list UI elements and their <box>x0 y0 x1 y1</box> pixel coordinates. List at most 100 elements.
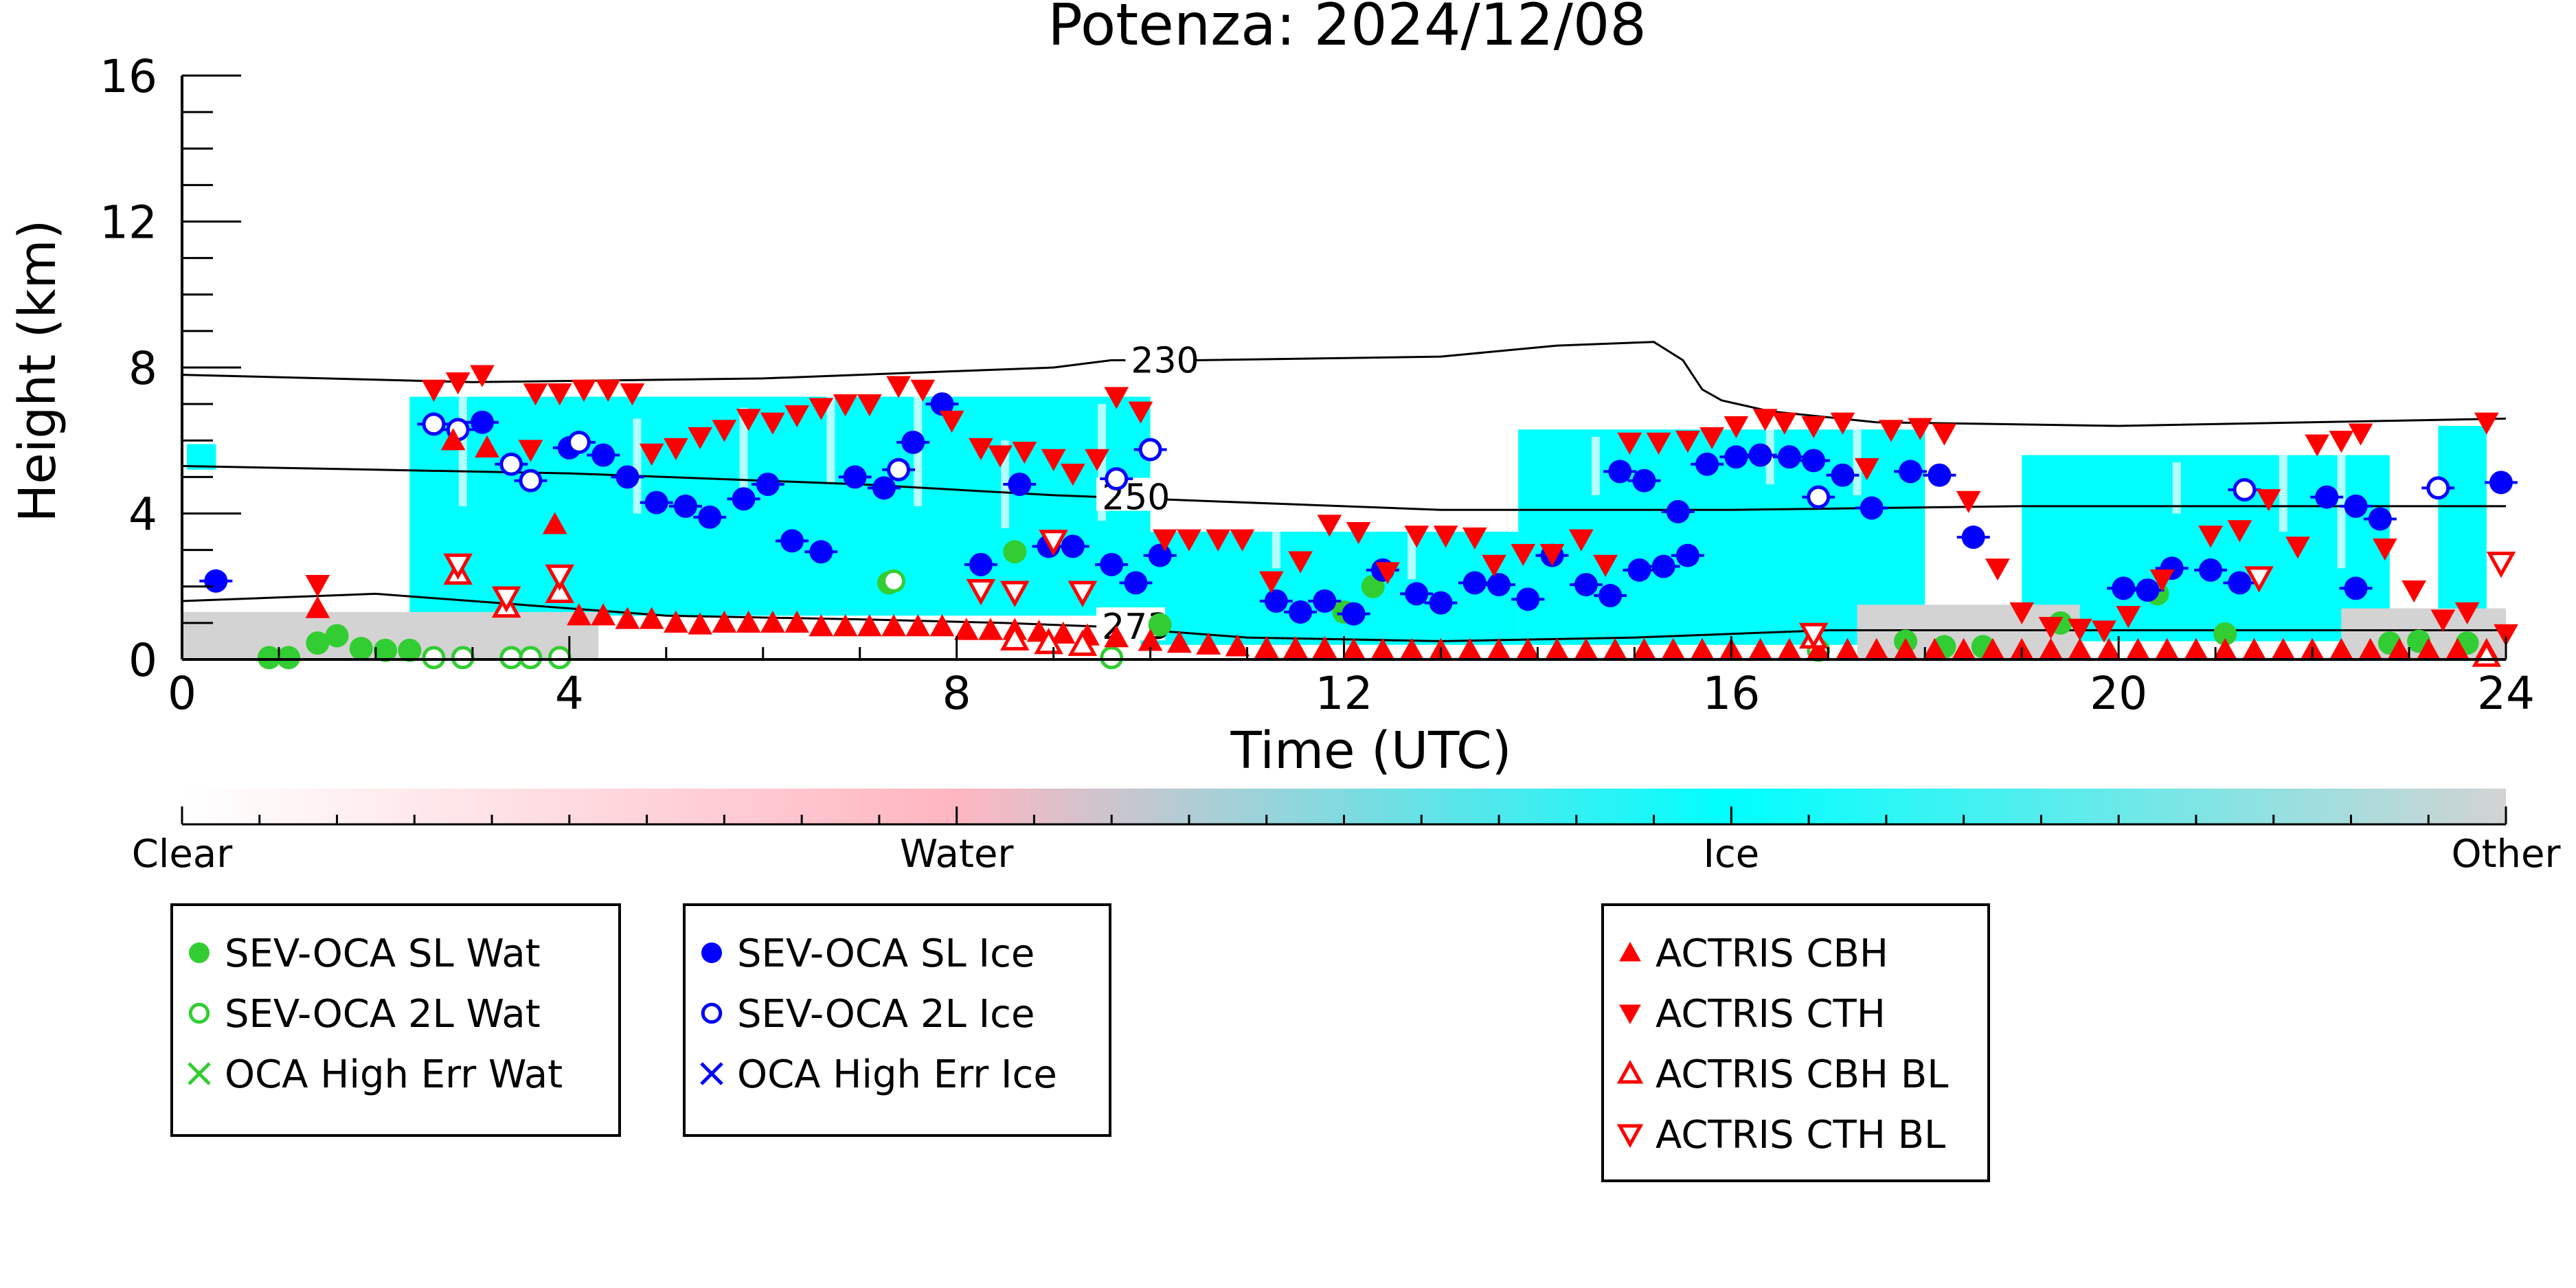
data-point <box>398 638 422 662</box>
data-point <box>1003 540 1027 564</box>
data-point <box>1675 543 1699 567</box>
data-point <box>1433 526 1458 548</box>
data-point <box>1854 457 1879 481</box>
data-point <box>953 618 979 640</box>
data-point <box>421 379 447 402</box>
legend-box: SEV-OCA SL Ice SEV-OCA 2L Ice OCA High Err… <box>683 903 1111 1137</box>
data-point <box>1342 602 1366 626</box>
contour-250 <box>181 464 2506 511</box>
data-point <box>1148 543 1172 567</box>
data-point <box>591 443 615 467</box>
data-point <box>698 505 722 529</box>
y-tick-label: 12 <box>100 196 157 249</box>
data-point <box>760 412 785 435</box>
data-point <box>547 646 572 670</box>
legend-marker <box>701 1002 723 1024</box>
data-point <box>969 552 993 576</box>
data-point <box>2112 576 2136 600</box>
data-point <box>809 614 834 637</box>
data-point <box>1167 631 1192 653</box>
data-point <box>1798 622 1829 649</box>
data-point <box>2270 637 2296 660</box>
legend-entry-label: ACTRIS CTH BL <box>1656 1113 1945 1157</box>
data-point <box>1830 412 1855 435</box>
data-point <box>2402 580 2426 603</box>
x-tick-label: 24 <box>2477 667 2535 720</box>
data-point <box>1666 499 1690 523</box>
data-point <box>1196 632 1221 655</box>
data-point <box>1039 530 1068 556</box>
legend-marker <box>189 942 210 963</box>
data-point <box>257 646 281 670</box>
data-point <box>1801 416 1826 439</box>
data-point <box>780 529 804 553</box>
data-point <box>615 465 640 489</box>
y-axis-label: Height (km) <box>8 220 67 523</box>
data-point <box>1008 473 1032 496</box>
data-point <box>1752 409 1778 431</box>
data-point <box>1050 621 1076 644</box>
data-point <box>1012 442 1037 464</box>
x-tick-label: 20 <box>2090 667 2147 720</box>
legend-box: ACTRIS CBH ACTRIS CTH ACTRIS CBH BL ACTRIS … <box>1601 903 1990 1182</box>
colorbar-label: Ice <box>1703 832 1759 877</box>
data-point <box>1404 526 1430 548</box>
data-point <box>422 646 446 670</box>
data-point <box>1908 418 1933 440</box>
data-point <box>1724 445 1748 469</box>
data-point <box>1124 571 1148 595</box>
contour-273 <box>181 592 2506 642</box>
data-point <box>1375 562 1400 585</box>
cloud-gap-streak <box>2172 462 2181 514</box>
data-point <box>1067 580 1098 607</box>
data-point <box>1225 634 1250 657</box>
data-point <box>1346 521 1371 545</box>
data-point <box>1617 432 1642 455</box>
data-point <box>1177 529 1201 552</box>
legend-entry-label: ACTRIS CTH <box>1656 992 1886 1037</box>
data-point <box>615 607 640 629</box>
data-point <box>2184 637 2208 660</box>
data-point <box>2241 637 2267 660</box>
data-point <box>1807 485 1831 509</box>
data-point <box>2154 637 2180 660</box>
data-point <box>374 638 398 662</box>
data-point <box>1152 529 1177 552</box>
legend-entry-label: ACTRIS CBH BL <box>1656 1052 1948 1097</box>
data-point <box>1568 529 1594 552</box>
data-point <box>1627 558 1651 582</box>
data-point <box>305 596 330 618</box>
data-point <box>2372 538 2397 561</box>
data-point <box>1961 526 1985 550</box>
ice-cloud-morning <box>409 396 1151 616</box>
data-point <box>1105 467 1129 490</box>
data-point <box>1258 571 1284 594</box>
colorbar-label: Water <box>900 832 1015 877</box>
data-point <box>1675 431 1700 453</box>
data-point <box>1646 432 1671 455</box>
x-tick-label: 0 <box>168 667 196 720</box>
data-point <box>1104 387 1129 409</box>
data-point <box>443 553 473 580</box>
data-point <box>887 457 911 482</box>
data-point <box>1128 401 1153 424</box>
data-point <box>882 569 905 593</box>
data-point <box>2228 571 2252 595</box>
data-point <box>567 430 591 454</box>
data-point <box>2305 434 2329 457</box>
data-point <box>784 610 809 633</box>
x-tick-label: 8 <box>942 667 971 720</box>
data-point <box>1060 463 1085 486</box>
data-point <box>491 586 521 613</box>
data-point <box>470 365 495 387</box>
data-point <box>833 394 858 417</box>
data-point <box>1206 529 1231 552</box>
data-point <box>325 624 349 648</box>
data-point <box>1230 529 1255 552</box>
contour-230 <box>181 341 2507 427</box>
contour-label-230: 230 <box>1131 340 1199 381</box>
series-actris-cth-bl <box>443 530 2516 649</box>
data-point <box>1516 587 1540 611</box>
data-point <box>2368 507 2392 531</box>
data-point <box>1482 554 1506 577</box>
